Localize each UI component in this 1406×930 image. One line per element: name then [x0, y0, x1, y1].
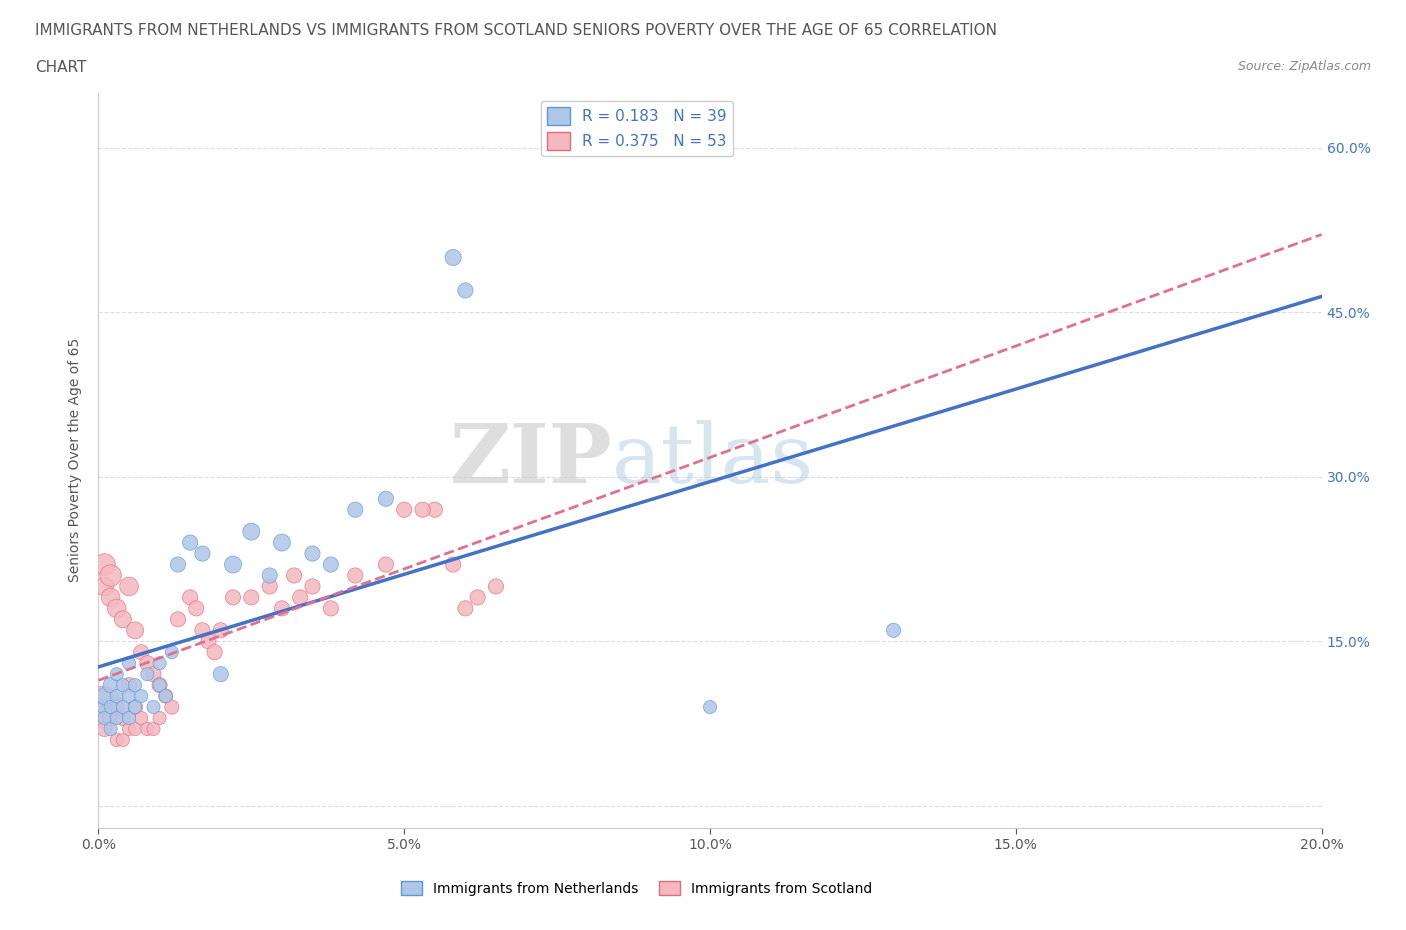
Point [319, 557, 342, 572]
Point [240, 590, 263, 604]
Point [118, 711, 141, 725]
Point [344, 568, 367, 583]
Point [124, 699, 146, 714]
Point [93, 557, 115, 572]
Point [118, 656, 141, 671]
Point [259, 568, 281, 583]
Point [124, 699, 146, 714]
Point [290, 590, 312, 604]
Point [374, 557, 396, 572]
Point [149, 711, 172, 725]
Point [118, 722, 141, 737]
Point [118, 678, 141, 693]
Point [100, 678, 122, 693]
Point [149, 678, 172, 693]
Point [222, 590, 245, 604]
Point [100, 722, 122, 737]
Point [454, 601, 477, 616]
Point [160, 699, 183, 714]
Point [283, 568, 305, 583]
Point [124, 722, 146, 737]
Point [129, 711, 152, 725]
Point [240, 525, 263, 539]
Point [105, 667, 128, 682]
Point [100, 699, 122, 714]
Point [136, 722, 159, 737]
Point [155, 689, 177, 704]
Point [301, 579, 323, 594]
Point [392, 502, 416, 517]
Point [441, 557, 464, 572]
Point [167, 557, 190, 572]
Legend: Immigrants from Netherlands, Immigrants from Scotland: Immigrants from Netherlands, Immigrants … [395, 876, 877, 901]
Point [105, 699, 128, 714]
Point [90, 699, 112, 714]
Point [124, 623, 146, 638]
Point [179, 535, 201, 550]
Point [124, 678, 146, 693]
Point [118, 579, 141, 594]
Point [118, 689, 141, 704]
Point [93, 689, 115, 704]
Point [111, 733, 134, 748]
Point [259, 579, 281, 594]
Point [270, 601, 292, 616]
Point [204, 644, 226, 659]
Point [485, 579, 508, 594]
Point [105, 689, 128, 704]
Point [100, 711, 122, 725]
Point [111, 678, 134, 693]
Point [344, 502, 367, 517]
Point [270, 535, 292, 550]
Point [209, 667, 232, 682]
Point [149, 656, 172, 671]
Point [93, 711, 115, 725]
Point [136, 656, 159, 671]
Point [105, 711, 128, 725]
Point [111, 612, 134, 627]
Point [191, 623, 214, 638]
Point [111, 699, 134, 714]
Point [222, 557, 245, 572]
Point [105, 733, 128, 748]
Point [412, 502, 434, 517]
Point [142, 722, 165, 737]
Point [191, 546, 214, 561]
Point [93, 579, 115, 594]
Text: atlas: atlas [612, 420, 814, 500]
Point [155, 689, 177, 704]
Point [883, 623, 905, 638]
Point [423, 502, 446, 517]
Point [441, 250, 464, 265]
Point [467, 590, 489, 604]
Y-axis label: Seniors Poverty Over the Age of 65: Seniors Poverty Over the Age of 65 [69, 339, 83, 582]
Point [699, 699, 721, 714]
Point [186, 601, 208, 616]
Point [149, 678, 172, 693]
Point [93, 699, 115, 714]
Point [319, 601, 342, 616]
Text: IMMIGRANTS FROM NETHERLANDS VS IMMIGRANTS FROM SCOTLAND SENIORS POVERTY OVER THE: IMMIGRANTS FROM NETHERLANDS VS IMMIGRANT… [35, 23, 997, 38]
Point [160, 644, 183, 659]
Point [209, 623, 232, 638]
Point [129, 644, 152, 659]
Point [167, 612, 190, 627]
Point [136, 667, 159, 682]
Point [374, 491, 396, 506]
Point [142, 699, 165, 714]
Point [105, 601, 128, 616]
Point [142, 667, 165, 682]
Point [454, 283, 477, 298]
Point [100, 590, 122, 604]
Point [93, 722, 115, 737]
Point [197, 634, 219, 649]
Point [179, 590, 201, 604]
Text: Source: ZipAtlas.com: Source: ZipAtlas.com [1237, 60, 1371, 73]
Point [301, 546, 323, 561]
Point [129, 689, 152, 704]
Point [100, 568, 122, 583]
Text: ZIP: ZIP [450, 420, 612, 500]
Text: CHART: CHART [35, 60, 87, 75]
Point [111, 711, 134, 725]
